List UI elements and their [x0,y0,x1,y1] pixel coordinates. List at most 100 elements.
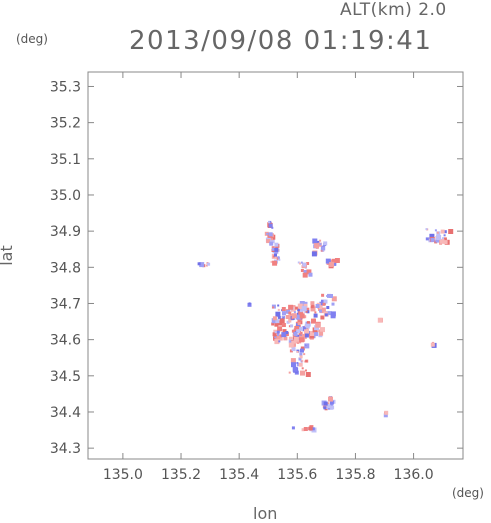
y-tick-label: 34.3 [50,441,81,457]
echo-point [330,405,335,410]
echo-point [297,318,302,323]
echo-point [309,331,315,336]
echo-point [297,342,299,344]
echo-point [247,302,252,307]
echo-point [329,262,335,267]
y-tick-label: 35.3 [50,79,81,95]
echo-point [311,318,316,324]
echo-point [299,313,305,319]
echo-point [318,305,323,310]
echo-point [321,307,326,312]
echo-point [290,340,294,344]
echo-point [288,325,291,328]
echo-point [329,294,333,298]
echo-point [290,358,296,364]
y-tick-label: 34.9 [50,224,81,240]
y-tick-label: 35.1 [50,152,81,168]
echo-point [305,310,308,313]
echo-point [271,226,274,229]
echo-point [325,258,331,264]
echo-point [331,296,337,302]
echo-point [291,362,296,368]
echo-point [299,337,305,343]
echo-point [314,332,319,337]
x-tick-label: 135.4 [219,467,259,483]
echo-point [298,357,302,361]
echo-point [297,322,301,326]
echo-point [296,362,299,364]
echo-point [301,359,304,362]
echo-point [442,237,444,240]
echo-point [319,243,322,246]
echo-point [304,329,309,334]
y-unit-label: (deg) [16,32,48,46]
echo-point [383,413,388,418]
timestamp-title: 2013/09/08 01:19:41 [129,26,433,56]
echo-point [315,322,321,328]
echo-point [301,333,307,339]
echo-point [266,232,269,235]
echo-point [326,295,329,297]
echo-point [296,363,300,367]
echo-point [436,235,442,240]
echo-point [333,259,337,262]
x-tick-label: 135.0 [103,467,143,483]
echo-point [286,320,290,324]
echo-point [436,231,439,234]
echo-point [279,334,283,338]
echo-point [305,343,308,346]
echo-point [304,266,307,269]
echo-point [300,269,304,272]
echo-point [443,234,446,237]
echo-point [321,246,326,251]
echo-point [448,229,454,234]
echo-point [274,322,279,327]
echo-point [272,306,275,309]
echo-point [278,258,281,261]
echo-point [308,426,313,431]
echo-point [285,331,289,334]
echo-point [291,347,296,352]
echo-point [289,349,293,353]
echo-point [303,360,306,363]
echo-point [330,313,336,319]
echo-point [310,305,314,309]
echo-point [308,272,313,277]
echo-point [323,299,328,304]
echo-point [282,311,286,316]
echo-point [297,303,303,309]
echo-point [274,339,280,345]
echo-point [425,228,428,231]
echo-point [288,342,294,348]
plot-frame [87,71,464,460]
echo-point [303,303,308,308]
echo-point [299,352,303,356]
echo-point [310,301,315,306]
echo-point [268,221,271,224]
echo-point [299,262,301,265]
x-tick-label: 135.6 [277,467,317,483]
echo-point [301,367,304,370]
y-tick-label: 34.4 [50,405,81,421]
echo-point [272,260,278,266]
echo-point [300,261,303,264]
echo-point [323,241,328,246]
echo-point [268,223,273,228]
echo-point [305,360,308,363]
echo-point [271,246,275,250]
y-tick-label: 34.6 [50,333,81,349]
echo-point [291,329,295,333]
echo-point [320,249,323,252]
echo-point [303,270,307,273]
echo-point [384,410,389,415]
echo-point [319,309,322,313]
echo-point [277,326,283,332]
echo-point [277,304,280,307]
echo-point [276,330,280,334]
echo-point [268,232,273,237]
echo-point [306,269,312,275]
echo-point [313,313,318,318]
echo-point [273,336,277,341]
echo-point [315,304,320,308]
echo-point [274,242,279,247]
